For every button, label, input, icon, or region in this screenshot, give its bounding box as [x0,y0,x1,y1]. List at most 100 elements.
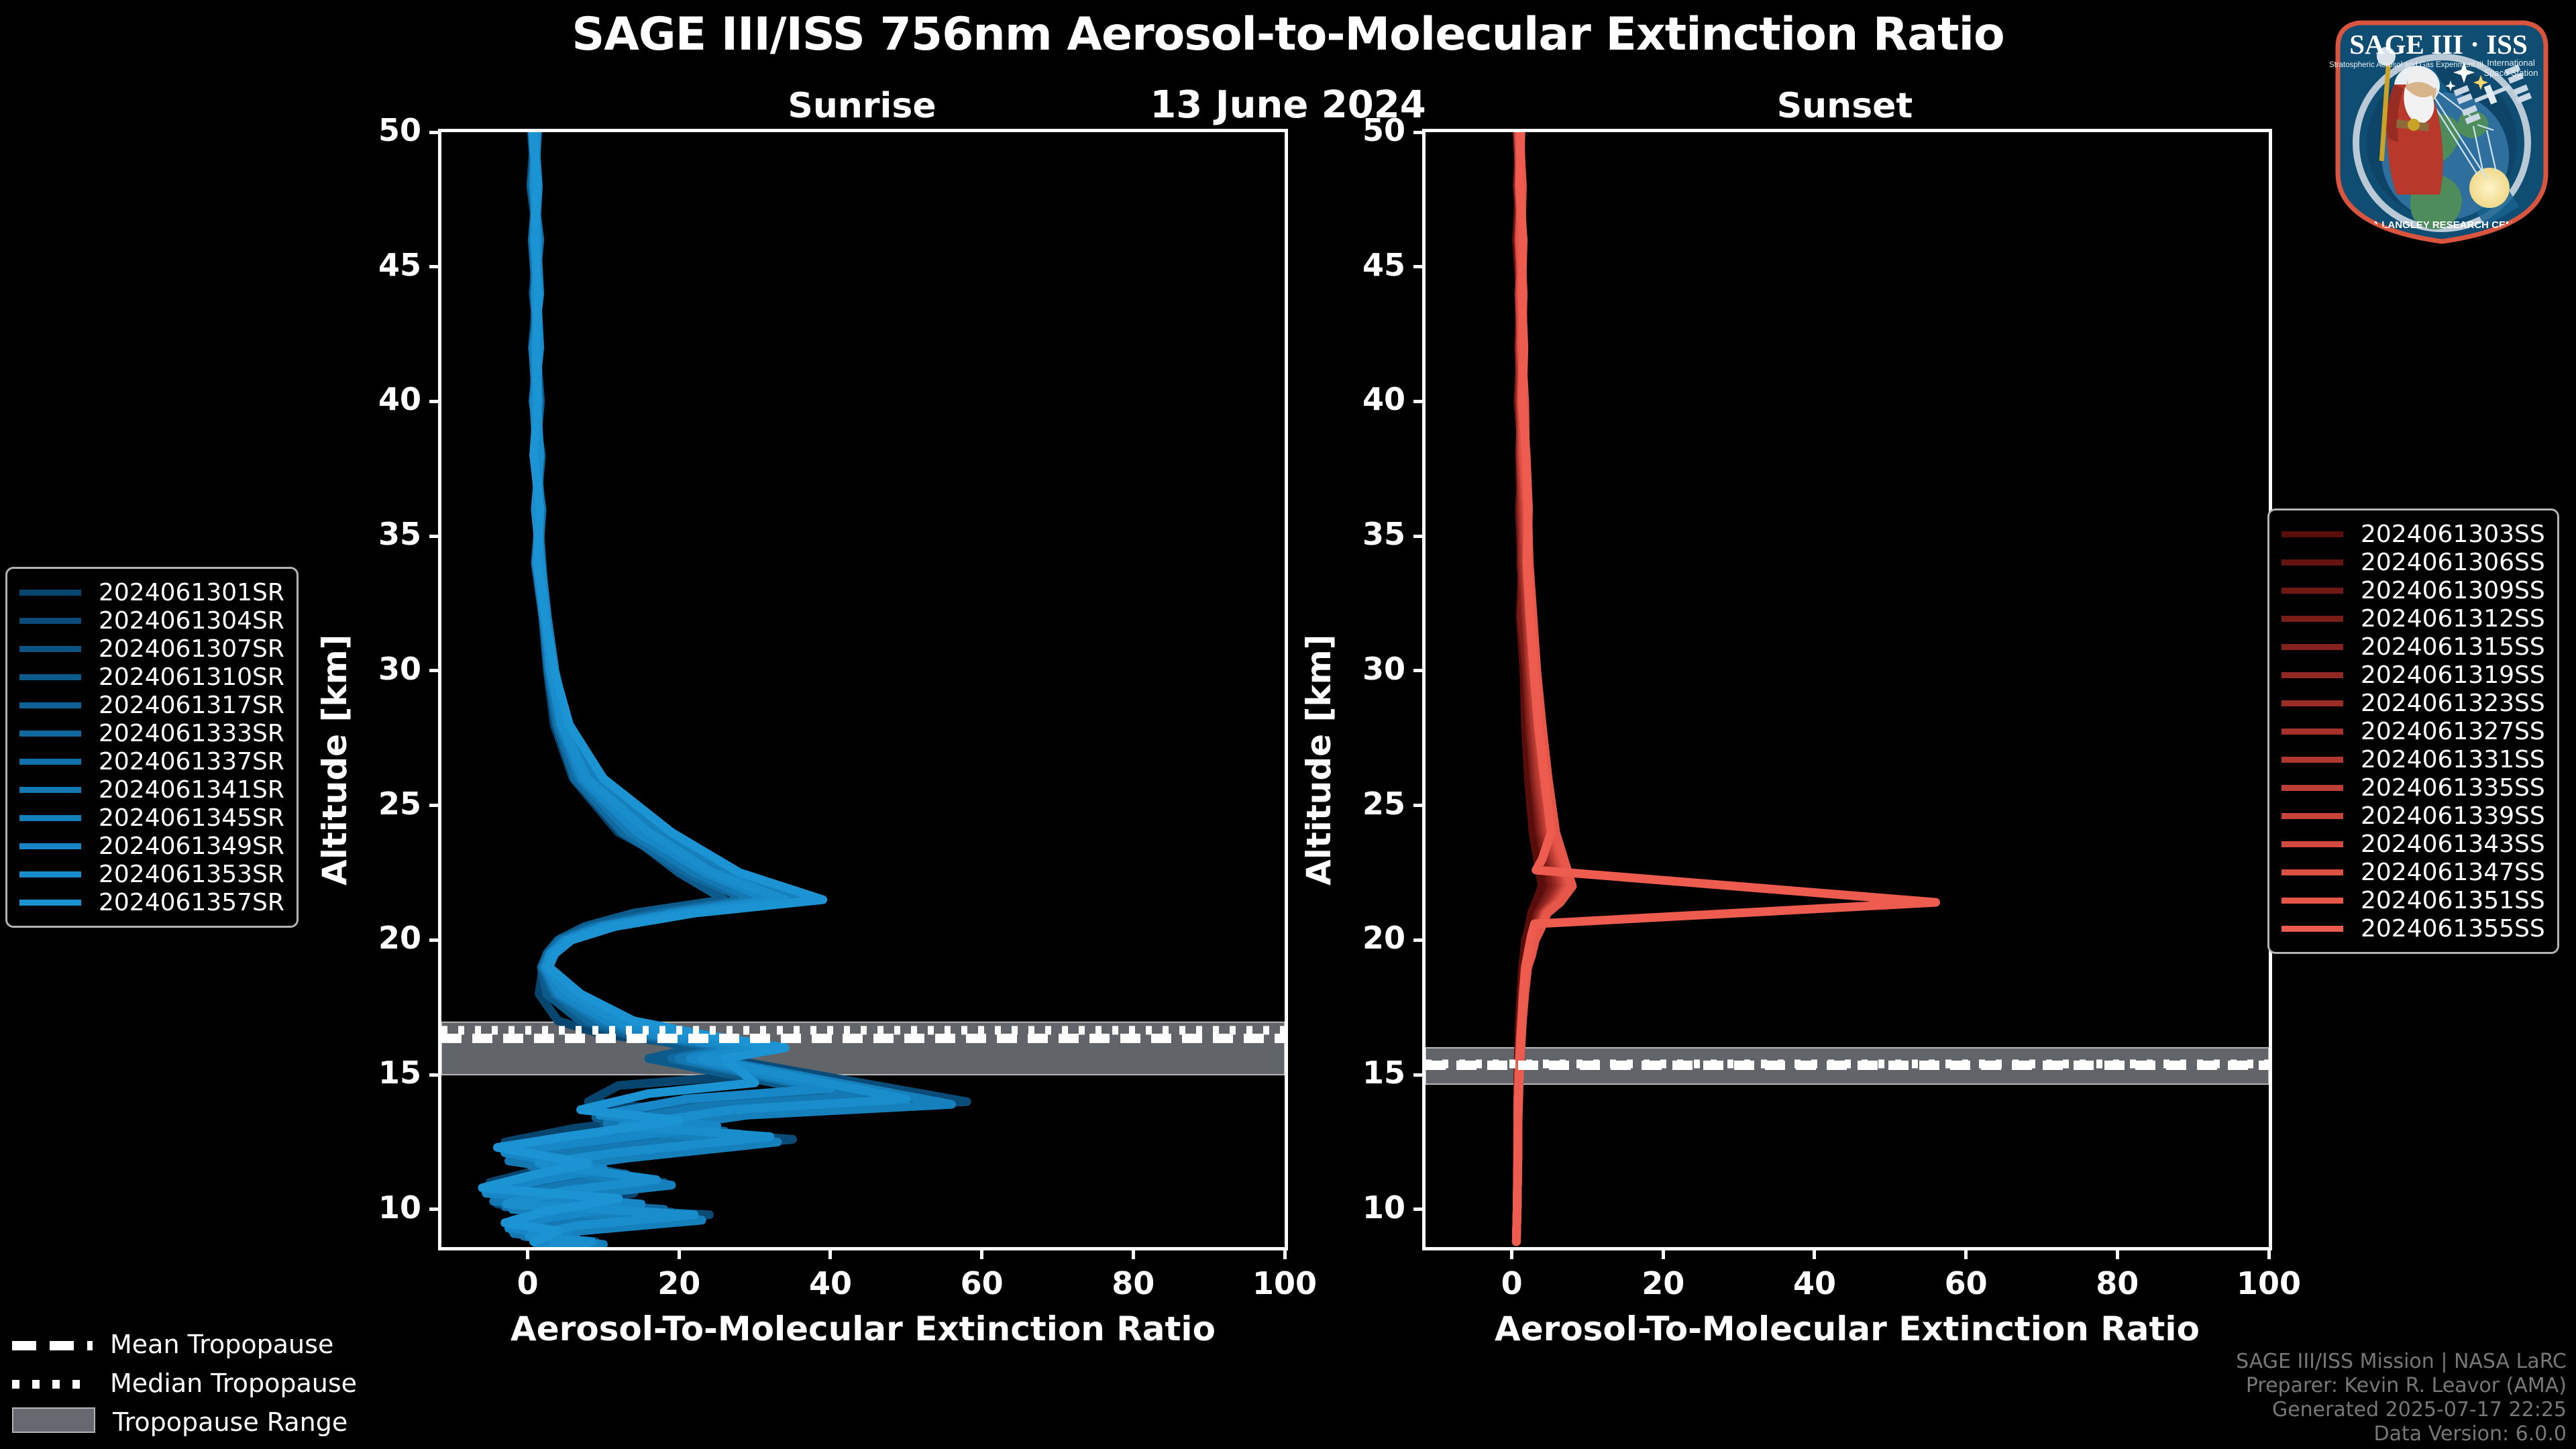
legend-color-swatch [19,814,81,821]
legend-color-swatch [2282,700,2343,706]
y-tick-label: 45 [1362,246,1405,283]
legend-item-label: 2024061307SR [99,635,284,663]
legend-sunset-item[interactable]: 2024061351SS [2282,886,2545,914]
legend-tropopause: Mean Tropopause Median Tropopause Tropopau… [12,1325,361,1442]
legend-sunset-item[interactable]: 2024061331SS [2282,745,2545,773]
legend-sunset-item[interactable]: 2024061347SS [2282,858,2545,886]
legend-color-swatch [2282,559,2343,566]
y-axis-title-sunset: Altitude [km] [1299,634,1338,885]
legend-color-swatch [2282,812,2343,819]
legend-color-swatch [19,730,81,737]
credits-block: SAGE III/ISS Mission | NASA LaRC Prepare… [2236,1350,2567,1446]
y-tick-label: 20 [1362,920,1405,957]
legend-sunset-item[interactable]: 2024061339SS [2282,802,2545,830]
legend-sunrise-item[interactable]: 2024061345SR [19,804,284,832]
legend-color-swatch [19,843,81,849]
legend-sunrise-item[interactable]: 2024061349SR [19,832,284,860]
legend-item-label: 2024061337SR [99,747,284,775]
y-tick-mark [429,265,441,269]
y-tick-mark [429,534,441,538]
legend-sunrise-item[interactable]: 2024061317SR [19,691,284,719]
x-tick-mark [677,1247,681,1259]
legend-sunrise-item[interactable]: 2024061341SR [19,775,284,804]
y-tick-label: 30 [378,650,421,687]
date-subtitle: 13 June 2024 [1150,83,1426,127]
legend-item-label: 2024061309SS [2361,576,2545,604]
x-tick-mark [1131,1247,1135,1259]
tropopause-legend-item: Mean Tropopause [12,1325,361,1364]
legend-color-swatch [2282,756,2343,763]
legend-sunset-item[interactable]: 2024061327SS [2282,717,2545,745]
x-tick-mark [526,1247,530,1259]
legend-sunrise-item[interactable]: 2024061304SR [19,606,284,635]
legend-sunrise-item[interactable]: 2024061307SR [19,635,284,663]
y-axis-title-sunrise: Altitude [km] [315,634,354,885]
profile-line [478,132,828,1246]
sage-iii-iss-logo: NASA LANGLEY RESEARCH CENTER SAGE III · … [2329,20,2548,244]
legend-item-label: 2024061319SS [2361,661,2545,689]
x-tick-mark [1283,1247,1287,1259]
legend-item-label: 2024061343SS [2361,830,2545,858]
legend-sunset-item[interactable]: 2024061303SS [2282,520,2545,548]
tropopause-legend-item: Tropopause Range [12,1403,361,1442]
x-tick-label: 0 [517,1265,539,1301]
tropopause-line-swatch [12,1380,93,1389]
x-tick-mark [980,1247,984,1259]
x-tick-label: 40 [808,1265,852,1301]
legend-sunset-item[interactable]: 2024061335SS [2282,773,2545,802]
x-tick-mark [2115,1247,2119,1259]
legend-color-swatch [19,589,81,596]
y-tick-mark [429,804,441,808]
y-tick-label: 35 [1362,516,1405,553]
x-tick-label: 80 [1112,1265,1155,1301]
x-axis-title-sunset: Aerosol-To-Molecular Extinction Ratio [1495,1309,2200,1348]
y-tick-mark [429,130,441,134]
y-tick-label: 40 [1362,381,1405,418]
plot-area-sunrise [438,129,1288,1250]
x-tick-label: 100 [2236,1265,2302,1301]
legend-item-label: 2024061323SS [2361,689,2545,717]
credits-line-4: Data Version: 6.0.0 [2373,1422,2567,1446]
x-axis-title-sunrise: Aerosol-To-Molecular Extinction Ratio [511,1309,1216,1348]
legend-sunset-item[interactable]: 2024061309SS [2282,576,2545,604]
legend-item-label: 2024061341SR [99,775,284,804]
y-tick-label: 15 [378,1055,421,1091]
legend-sunrise-item[interactable]: 2024061301SR [19,578,284,606]
legend-sunrise-item[interactable]: 2024061310SR [19,663,284,691]
x-tick-label: 40 [1792,1265,1836,1301]
legend-sunrise-item[interactable]: 2024061353SR [19,860,284,888]
panel-title-sunrise: Sunrise [788,86,936,126]
legend-sunset-item[interactable]: 2024061306SS [2282,548,2545,576]
legend-color-swatch [2282,587,2343,594]
legend-color-swatch [2282,925,2343,932]
legend-sunset[interactable]: 2024061303SS 2024061306SS 2024061309SS 2024… [2267,508,2559,954]
legend-color-swatch [2282,728,2343,735]
legend-sunset-item[interactable]: 2024061315SS [2282,633,2545,661]
legend-sunrise-item[interactable]: 2024061357SR [19,888,284,916]
legend-sunset-item[interactable]: 2024061355SS [2282,914,2545,943]
legend-color-swatch [2282,615,2343,622]
panel-title-sunset: Sunset [1776,86,1913,126]
legend-color-swatch [19,674,81,680]
logo-subtitle-right-1: International [2487,58,2535,68]
legend-sunset-item[interactable]: 2024061319SS [2282,661,2545,689]
legend-sunset-item[interactable]: 2024061312SS [2282,604,2545,633]
x-tick-label: 60 [960,1265,1004,1301]
legend-sunset-item[interactable]: 2024061323SS [2282,689,2545,717]
legend-sunrise-item[interactable]: 2024061333SR [19,719,284,747]
legend-item-label: 2024061357SR [99,888,284,916]
legend-sunset-item[interactable]: 2024061343SS [2282,830,2545,858]
page-title: SAGE III/ISS 756nm Aerosol-to-Molecular … [572,8,2004,61]
credits-line-1: SAGE III/ISS Mission | NASA LaRC [2236,1350,2567,1373]
logo-subtitle-left: Stratospheric Aerosol and Gas Experiment… [2329,61,2483,69]
legend-item-label: 2024061335SS [2361,773,2545,802]
plot-area-sunset [1422,129,2272,1250]
legend-sunrise-item[interactable]: 2024061337SR [19,747,284,775]
y-tick-mark [1413,130,1426,134]
x-tick-mark [2267,1247,2271,1259]
legend-sunrise[interactable]: 2024061301SR 2024061304SR 2024061307SR 2024… [5,567,299,928]
y-tick-label: 50 [1362,112,1405,148]
x-tick-label: 80 [2096,1265,2139,1301]
legend-color-swatch [2282,643,2343,650]
